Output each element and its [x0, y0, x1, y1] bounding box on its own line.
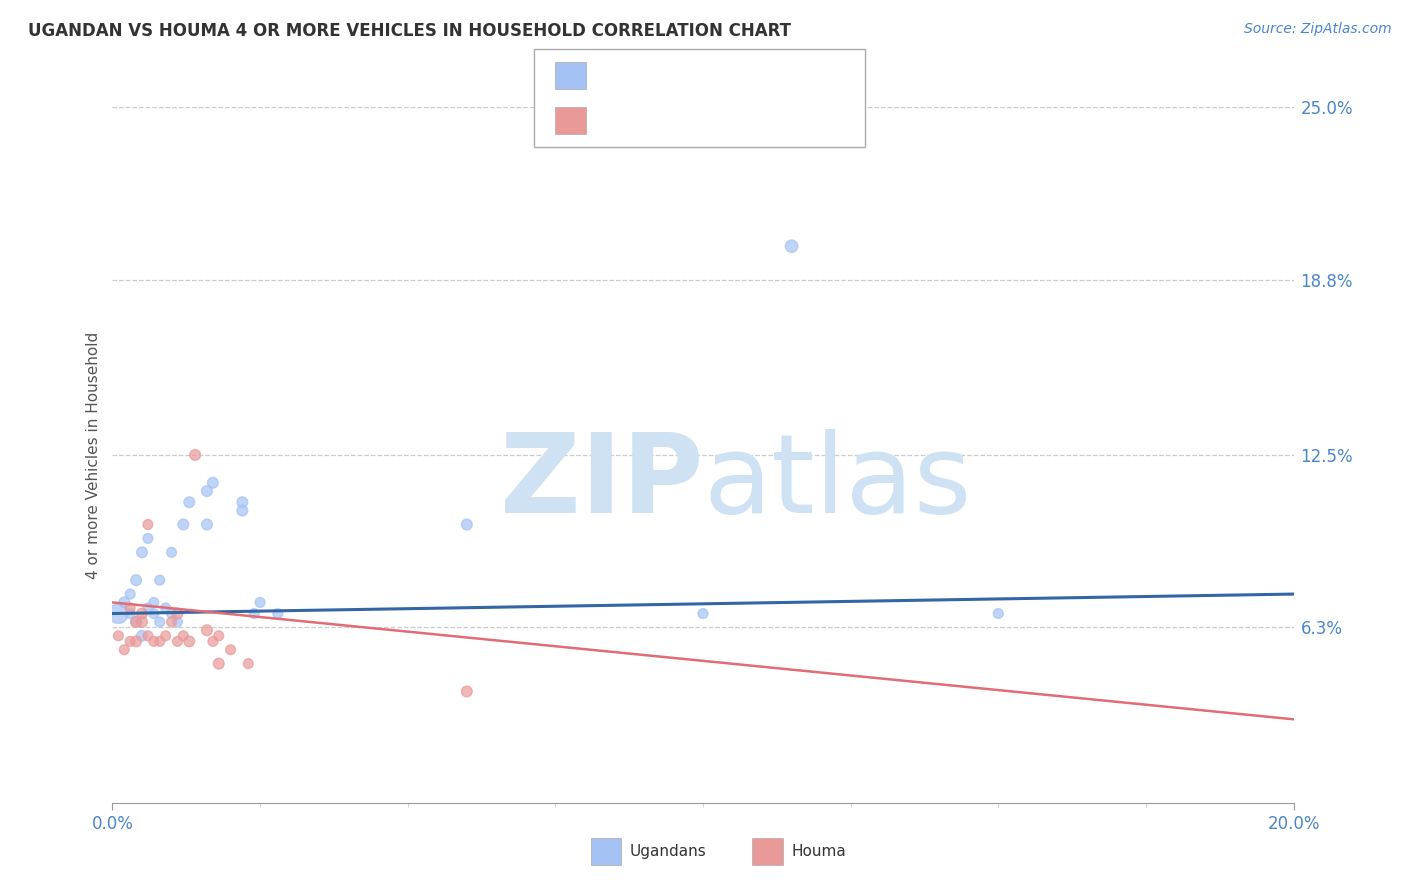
Point — [219, 642, 242, 657]
Point — [243, 607, 266, 621]
Point — [155, 629, 177, 643]
Text: UGANDAN VS HOUMA 4 OR MORE VEHICLES IN HOUSEHOLD CORRELATION CHART: UGANDAN VS HOUMA 4 OR MORE VEHICLES IN H… — [28, 22, 792, 40]
Point — [131, 607, 153, 621]
Point — [136, 532, 159, 546]
Point — [131, 615, 153, 629]
Text: Houma: Houma — [792, 845, 846, 859]
Text: Source: ZipAtlas.com: Source: ZipAtlas.com — [1244, 22, 1392, 37]
Point — [125, 615, 148, 629]
Point — [131, 545, 153, 559]
Point — [456, 684, 478, 698]
Text: ZIP: ZIP — [499, 429, 703, 536]
Point — [249, 595, 271, 609]
Point — [166, 634, 188, 648]
Point — [136, 517, 159, 532]
Point — [208, 629, 231, 643]
Point — [184, 448, 207, 462]
Point — [149, 573, 172, 587]
Point — [107, 629, 129, 643]
Y-axis label: 4 or more Vehicles in Household: 4 or more Vehicles in Household — [86, 331, 101, 579]
Point — [201, 634, 224, 648]
Point — [160, 607, 183, 621]
Point — [120, 587, 142, 601]
Point — [131, 629, 153, 643]
Point — [172, 517, 194, 532]
Point — [195, 624, 218, 638]
Point — [172, 629, 194, 643]
Point — [195, 484, 218, 499]
Point — [267, 607, 290, 621]
Point — [125, 573, 148, 587]
Point — [149, 634, 172, 648]
Point — [125, 615, 148, 629]
Point — [160, 615, 183, 629]
Point — [179, 634, 201, 648]
Point — [125, 634, 148, 648]
Point — [112, 595, 135, 609]
Point — [166, 615, 188, 629]
Point — [166, 607, 188, 621]
Point — [107, 607, 129, 621]
Point — [195, 517, 218, 532]
Point — [120, 634, 142, 648]
Text: R = -0.193   N = 26: R = -0.193 N = 26 — [598, 112, 761, 129]
Point — [238, 657, 260, 671]
Point — [142, 607, 165, 621]
Point — [987, 607, 1010, 621]
Point — [160, 545, 183, 559]
Text: R = 0.020   N = 32: R = 0.020 N = 32 — [598, 67, 755, 85]
Point — [136, 629, 159, 643]
Point — [208, 657, 231, 671]
Point — [201, 475, 224, 490]
Point — [120, 607, 142, 621]
Point — [142, 595, 165, 609]
Point — [231, 495, 253, 509]
Point — [780, 239, 803, 253]
Text: atlas: atlas — [703, 429, 972, 536]
Text: Ugandans: Ugandans — [630, 845, 707, 859]
Point — [456, 517, 478, 532]
Point — [142, 634, 165, 648]
Point — [120, 601, 142, 615]
Point — [692, 607, 714, 621]
Point — [149, 615, 172, 629]
Point — [136, 601, 159, 615]
Point — [179, 495, 201, 509]
Point — [112, 642, 135, 657]
Point — [155, 601, 177, 615]
Point — [231, 503, 253, 517]
